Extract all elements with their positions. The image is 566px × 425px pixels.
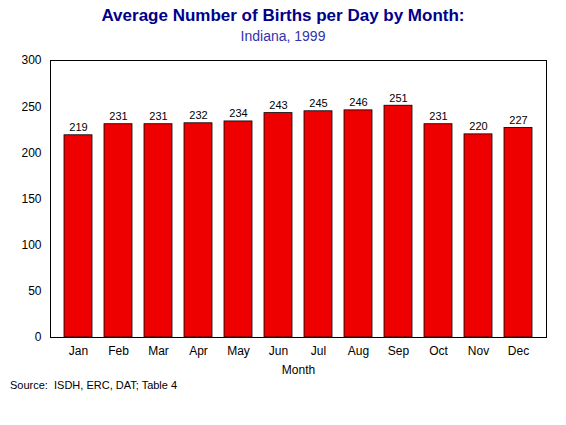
svg-text:Apr: Apr <box>189 344 208 358</box>
svg-text:251: 251 <box>389 92 407 104</box>
svg-text:50: 50 <box>28 284 42 298</box>
svg-text:219: 219 <box>69 121 87 133</box>
svg-text:220: 220 <box>469 120 487 132</box>
svg-text:232: 232 <box>189 109 207 121</box>
svg-text:Month: Month <box>282 363 315 377</box>
svg-text:Jun: Jun <box>269 344 288 358</box>
html-text:Indiana, 1999: Indiana, 1999 <box>240 28 326 44</box>
svg-text:234: 234 <box>229 107 247 119</box>
svg-text:Mar: Mar <box>148 344 169 358</box>
svg-text:Jan: Jan <box>69 344 88 358</box>
svg-text:227: 227 <box>509 114 527 126</box>
svg-text:245: 245 <box>309 97 327 109</box>
svg-text:Aug: Aug <box>348 344 369 358</box>
svg-text:May: May <box>227 344 250 358</box>
html-text:Average Number of Births per D: Average Number of Births per Day by Mont… <box>101 6 465 25</box>
svg-text:Nov: Nov <box>468 344 489 358</box>
svg-text:Sep: Sep <box>388 344 410 358</box>
svg-text:Jul: Jul <box>311 344 326 358</box>
svg-text:300: 300 <box>21 53 41 67</box>
svg-text:246: 246 <box>349 96 367 108</box>
svg-text:231: 231 <box>109 110 127 122</box>
svg-text:200: 200 <box>21 146 41 160</box>
svg-text:243: 243 <box>269 99 287 111</box>
svg-text:150: 150 <box>21 192 41 206</box>
svg-text:0: 0 <box>35 330 42 344</box>
svg-text:231: 231 <box>429 110 447 122</box>
svg-text:Dec: Dec <box>508 344 529 358</box>
svg-text:100: 100 <box>21 238 41 252</box>
svg-text:Feb: Feb <box>108 344 129 358</box>
svg-text:250: 250 <box>21 100 41 114</box>
svg-text:231: 231 <box>149 110 167 122</box>
html-text:Source: ISDH, ERC, DAT; Table: Source: ISDH, ERC, DAT; Table 4 <box>10 379 178 391</box>
svg-text:Oct: Oct <box>429 344 448 358</box>
